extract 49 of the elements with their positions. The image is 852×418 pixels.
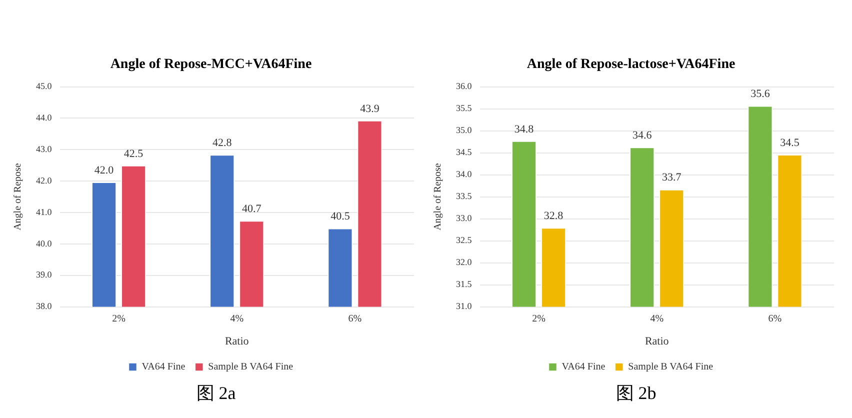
y-tick-label: 40.0	[36, 238, 52, 248]
caption: 图 2a	[196, 382, 236, 404]
y-tick-label: 31.5	[456, 279, 472, 290]
legend-label: Sample B VA64 Fine	[628, 362, 714, 373]
data-label: 40.7	[242, 203, 262, 216]
data-label: 34.6	[632, 129, 652, 142]
y-tick-label: 39.0	[36, 270, 52, 280]
data-label: 33.7	[662, 172, 682, 184]
y-tick-label: 34.5	[456, 147, 472, 158]
x-tick-label: 2%	[112, 313, 126, 324]
x-axis-title: Ratio	[224, 335, 250, 348]
x-tick-label: 4%	[230, 313, 244, 324]
y-tick-label: 45.0	[36, 81, 52, 92]
chart-title: Angle of Repose-MCC+VA64Fine	[110, 57, 312, 72]
y-tick-label: 32.0	[456, 257, 472, 268]
data-label: 35.6	[750, 88, 770, 100]
y-axis-title: Angle of Repose	[12, 162, 24, 230]
y-tick-label: 34.0	[456, 169, 472, 180]
data-label: 42.0	[94, 164, 114, 176]
y-tick-label: 33.5	[456, 191, 472, 202]
legend-label: VA64 Fine	[562, 362, 606, 373]
legend-label: VA64 Fine	[142, 362, 186, 373]
chart-title: Angle of Repose-lactose+VA64Fine	[526, 57, 736, 72]
x-tick-label: 6%	[348, 313, 362, 324]
y-tick-label: 33.0	[456, 213, 472, 224]
y-tick-label: 31.0	[456, 301, 472, 312]
y-tick-label: 38.0	[36, 301, 52, 312]
y-tick-label: 43.0	[36, 144, 52, 154]
caption: 图 2b	[616, 382, 656, 404]
data-label: 42.5	[124, 148, 144, 160]
data-label: 34.5	[780, 136, 800, 149]
x-axis-title: Ratio	[644, 335, 670, 348]
y-tick-label: 35.0	[456, 125, 472, 136]
data-label: 32.8	[544, 210, 564, 222]
legend-label: Sample B VA64 Fine	[208, 362, 294, 373]
y-tick-label: 35.5	[456, 103, 472, 114]
x-tick-label: 2%	[532, 313, 546, 324]
data-label: 40.5	[330, 210, 350, 223]
x-tick-label: 6%	[768, 313, 782, 324]
y-axis-title: Angle of Repose	[432, 162, 444, 230]
y-tick-label: 36.0	[456, 81, 472, 92]
y-tick-label: 44.0	[36, 112, 52, 123]
y-tick-label: 42.0	[36, 175, 52, 186]
data-label: 34.8	[514, 123, 534, 136]
y-tick-label: 41.0	[36, 206, 52, 217]
data-label: 43.9	[360, 102, 380, 115]
x-tick-label: 4%	[650, 313, 664, 324]
data-label: 42.8	[212, 137, 232, 150]
y-tick-label: 32.5	[456, 235, 472, 246]
